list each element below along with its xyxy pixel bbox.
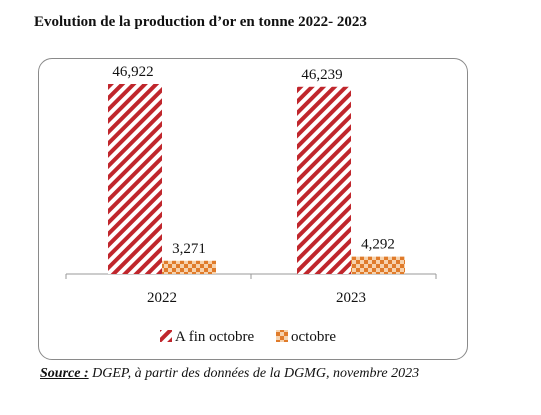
x-tick-label: 2022 xyxy=(147,290,177,306)
source-note: Source : DGEP, à partir des données de l… xyxy=(40,366,419,382)
bar-octobre-2022 xyxy=(162,260,216,274)
chart-title: Evolution de la production d’or en tonne… xyxy=(34,14,367,30)
data-label: 4,292 xyxy=(361,237,395,253)
source-text: DGEP, à partir des données de la DGMG, n… xyxy=(88,366,420,381)
bar-a-fin-octobre-2023 xyxy=(297,86,351,274)
legend: A fin octobre octobre xyxy=(160,329,336,345)
data-label: 46,922 xyxy=(112,64,153,80)
data-label: 46,239 xyxy=(301,67,342,83)
source-label: Source : xyxy=(40,366,89,381)
legend-label: A fin octobre xyxy=(175,329,254,345)
legend-swatch xyxy=(160,330,172,342)
plot-area: 46,922 3,271 2022 46,239 4,292 2023 xyxy=(65,64,437,306)
bar-a-fin-octobre-2022 xyxy=(108,84,162,274)
x-tick-label: 2023 xyxy=(336,290,366,306)
data-label: 3,271 xyxy=(172,241,206,257)
legend-label: octobre xyxy=(291,329,336,345)
bar-octobre-2023 xyxy=(351,256,405,274)
legend-swatch xyxy=(276,330,288,342)
